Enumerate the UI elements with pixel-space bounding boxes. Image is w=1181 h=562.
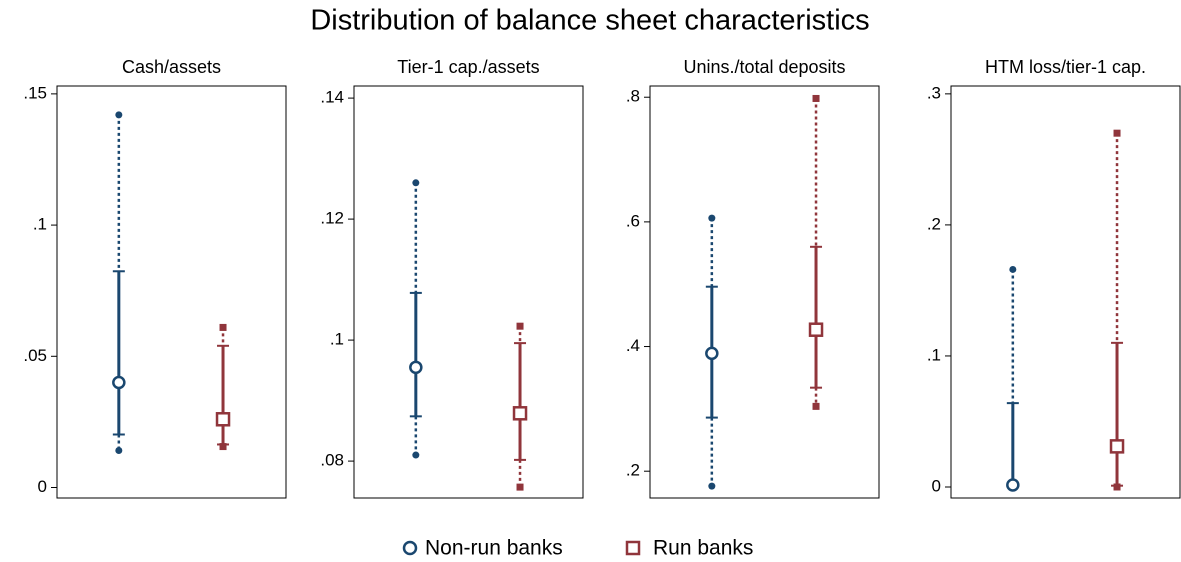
whisker-end [1113, 483, 1121, 491]
median-marker [112, 375, 126, 390]
y-tick-label: .05 [23, 346, 47, 365]
plot-frame [649, 85, 880, 499]
whisker-end [115, 111, 123, 119]
median-marker [705, 346, 719, 361]
y-tick-label: .4 [626, 336, 640, 355]
panel-title: Tier-1 cap./assets [397, 57, 539, 77]
whisker-end [812, 402, 820, 410]
y-tick-label: .1 [330, 330, 344, 349]
whisker-end [1009, 265, 1017, 273]
whisker-end [412, 179, 420, 187]
median-marker [808, 322, 824, 337]
y-tick-label: .2 [626, 461, 640, 480]
median-marker [1006, 478, 1020, 492]
y-tick-label: 0 [932, 476, 941, 495]
whisker-end [115, 447, 123, 455]
median-marker [215, 412, 231, 427]
median-marker [1109, 439, 1125, 454]
panel-title: Cash/assets [122, 57, 221, 77]
chart-title: Distribution of balance sheet characteri… [310, 5, 869, 37]
y-tick-label: .14 [320, 88, 344, 107]
whisker-end [219, 443, 227, 451]
whisker-end [219, 323, 227, 331]
y-tick-label: .3 [927, 83, 941, 102]
y-tick-label: .08 [320, 451, 344, 470]
legend-label: Run banks [653, 537, 753, 560]
plot-frame [950, 85, 1181, 499]
whisker-end [708, 482, 716, 490]
panel-title: HTM loss/tier-1 cap. [985, 57, 1146, 77]
panel-title: Unins./total deposits [683, 57, 845, 77]
whisker-end [412, 451, 420, 459]
y-tick-label: .6 [626, 211, 640, 230]
plot-frame [353, 85, 584, 499]
whisker-end [1113, 129, 1121, 137]
whisker-end [516, 322, 524, 330]
median-marker [409, 360, 423, 375]
whisker-end [708, 214, 716, 222]
legend-label: Non-run banks [425, 537, 563, 560]
whisker-end [812, 94, 820, 102]
y-tick-label: .1 [927, 345, 941, 364]
legend-marker [402, 540, 418, 556]
y-tick-label: .2 [927, 214, 941, 233]
y-tick-label: .8 [626, 87, 640, 106]
median-marker [512, 406, 528, 421]
legend-marker [625, 540, 641, 556]
y-tick-label: .1 [33, 215, 47, 234]
y-tick-label: .12 [320, 209, 344, 228]
y-tick-label: .15 [23, 83, 47, 102]
plot-frame [56, 85, 287, 499]
whisker-end [516, 483, 524, 491]
y-tick-label: 0 [38, 477, 47, 496]
